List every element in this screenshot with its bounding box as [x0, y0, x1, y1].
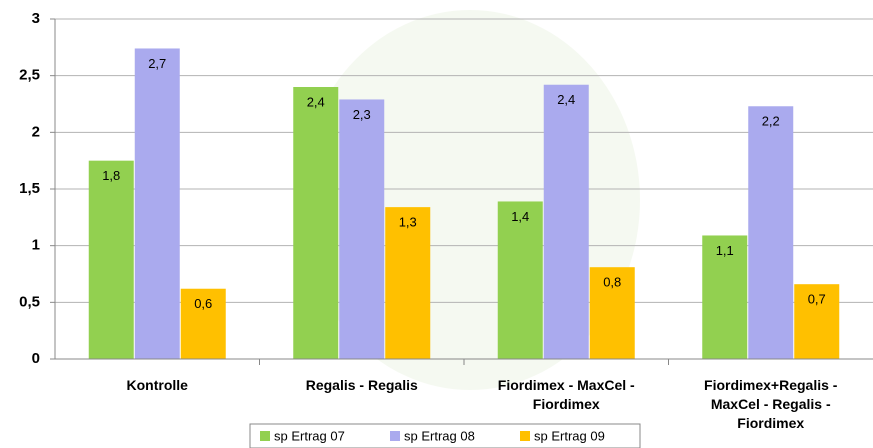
y-tick-label: 1,5 [19, 180, 40, 197]
bar [180, 288, 226, 359]
bar [748, 106, 794, 360]
value-label: 0,6 [194, 296, 212, 311]
bar [293, 87, 339, 359]
value-label: 2,2 [762, 114, 780, 129]
value-label: 0,7 [808, 292, 826, 307]
legend-swatch [390, 431, 400, 441]
y-tick-label: 3 [32, 10, 40, 27]
value-label: 1,1 [716, 243, 734, 258]
bar [385, 207, 431, 359]
value-label: 0,8 [603, 275, 621, 290]
value-label: 1,8 [102, 168, 120, 183]
legend-box [249, 423, 641, 448]
bar [134, 48, 180, 359]
legend-swatch [260, 431, 270, 441]
value-label: 2,7 [148, 56, 166, 71]
value-label: 2,4 [557, 92, 575, 107]
y-tick-label: 0 [32, 350, 40, 367]
x-tick-label: Fiordimex - MaxCel -Fiordimex [498, 377, 635, 412]
value-label: 2,3 [353, 107, 371, 122]
bar [88, 160, 134, 359]
bar [794, 284, 840, 359]
legend-swatch [520, 431, 530, 441]
bar [702, 235, 748, 359]
y-tick-label: 2,5 [19, 67, 40, 84]
legend-label: sp Ertrag 09 [534, 428, 605, 443]
bar [543, 84, 589, 359]
y-tick-label: 0,5 [19, 293, 40, 310]
legend-label: sp Ertrag 08 [404, 428, 475, 443]
x-tick-label: Kontrolle [127, 377, 189, 393]
x-tick-label: Regalis - Regalis [306, 377, 418, 393]
x-tick-label: Fiordimex+Regalis -MaxCel - Regalis -Fio… [704, 377, 838, 431]
value-label: 1,3 [399, 215, 417, 230]
value-label: 1,4 [511, 209, 529, 224]
value-label: 2,4 [307, 94, 325, 109]
bar [497, 201, 543, 359]
legend-label: sp Ertrag 07 [274, 428, 345, 443]
bar [339, 99, 385, 359]
bar [589, 267, 635, 359]
y-tick-label: 2 [32, 123, 40, 140]
y-tick-label: 1 [32, 237, 40, 254]
